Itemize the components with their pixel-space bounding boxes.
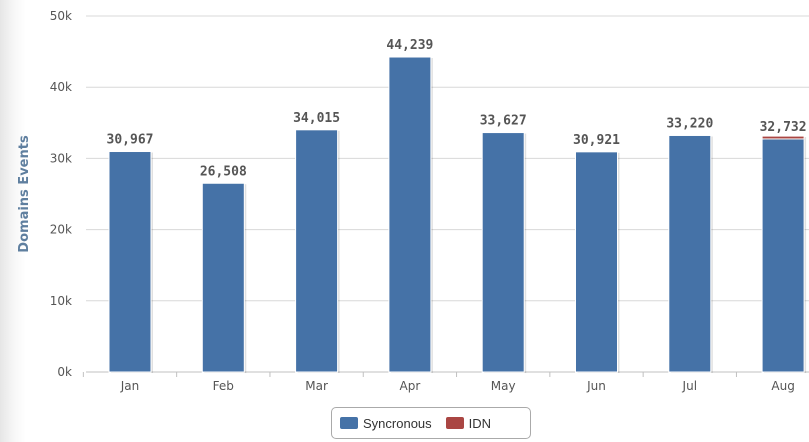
data-label: 30,921 xyxy=(573,133,620,148)
legend-item-idn[interactable]: IDN xyxy=(445,415,492,431)
bar-syncronous-jul[interactable] xyxy=(668,134,712,373)
legend[interactable]: Syncronous IDN xyxy=(331,407,531,439)
legend-swatch-idn xyxy=(445,417,464,429)
bar-idn-aug[interactable] xyxy=(761,135,805,140)
bar-syncronous-apr[interactable] xyxy=(388,56,432,373)
y-axis-title: Domains Events xyxy=(17,135,32,253)
data-label: 33,220 xyxy=(666,116,713,131)
x-tick-label: Feb xyxy=(213,379,234,393)
data-label: 33,627 xyxy=(480,114,527,129)
y-tick-label: 20k xyxy=(50,223,72,237)
data-label: 34,015 xyxy=(293,111,340,126)
x-tick-label: Jan xyxy=(120,379,140,393)
x-tick-label: May xyxy=(491,379,516,393)
x-tick-label: Jun xyxy=(586,379,606,393)
bar-syncronous-jun[interactable] xyxy=(575,151,618,373)
y-tick-label: 30k xyxy=(50,151,72,165)
legend-swatch-syncronous xyxy=(340,417,358,429)
data-label: 32,732 xyxy=(760,120,807,135)
data-label: 30,967 xyxy=(107,133,154,148)
y-tick-label: 40k xyxy=(50,80,72,94)
y-tick-label: 50k xyxy=(50,9,72,23)
data-label: 26,508 xyxy=(200,164,247,179)
data-label: 44,239 xyxy=(386,38,433,53)
legend-label-idn: IDN xyxy=(468,415,492,431)
y-tick-label: 10k xyxy=(50,294,72,308)
y-tick-label: 0k xyxy=(57,365,72,379)
bar-syncronous-jan[interactable] xyxy=(108,151,152,373)
x-tick-label: Mar xyxy=(305,379,328,393)
x-tick-label: Apr xyxy=(400,379,421,393)
bar-syncronous-aug[interactable] xyxy=(761,138,805,373)
bar-syncronous-may[interactable] xyxy=(481,132,525,373)
legend-label-syncronous: Syncronous xyxy=(363,415,432,431)
x-tick-label: Jul xyxy=(682,379,697,393)
bar-syncronous-feb[interactable] xyxy=(201,182,245,373)
bar-syncronous-mar[interactable] xyxy=(295,129,339,373)
legend-item-syncronous[interactable]: Syncronous xyxy=(340,416,432,431)
x-tick-label: Aug xyxy=(771,379,794,393)
